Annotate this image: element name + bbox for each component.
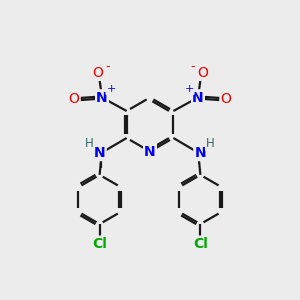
Text: Cl: Cl bbox=[92, 237, 107, 250]
Text: H: H bbox=[85, 137, 94, 150]
Text: O: O bbox=[221, 92, 232, 106]
Text: O: O bbox=[92, 66, 103, 80]
Text: N: N bbox=[94, 146, 105, 160]
Text: +: + bbox=[106, 84, 116, 94]
Text: H: H bbox=[85, 137, 94, 150]
Text: -: - bbox=[190, 60, 195, 73]
Text: N: N bbox=[195, 146, 206, 160]
Text: -: - bbox=[190, 60, 195, 73]
Text: O: O bbox=[221, 92, 232, 106]
Text: N: N bbox=[192, 91, 204, 104]
Text: +: + bbox=[106, 84, 116, 94]
Text: N: N bbox=[144, 145, 156, 158]
Text: Cl: Cl bbox=[193, 237, 208, 250]
Text: O: O bbox=[197, 66, 208, 80]
Text: H: H bbox=[206, 137, 215, 150]
Text: H: H bbox=[206, 137, 215, 150]
Text: N: N bbox=[195, 146, 206, 160]
Text: -: - bbox=[105, 60, 110, 73]
Text: N: N bbox=[96, 91, 108, 104]
Text: +: + bbox=[184, 84, 194, 94]
Text: -: - bbox=[105, 60, 110, 73]
Text: O: O bbox=[68, 92, 79, 106]
Text: O: O bbox=[197, 66, 208, 80]
Text: O: O bbox=[92, 66, 103, 80]
Text: +: + bbox=[184, 84, 194, 94]
Text: N: N bbox=[192, 91, 204, 104]
Text: O: O bbox=[68, 92, 79, 106]
Text: N: N bbox=[94, 146, 105, 160]
Text: N: N bbox=[96, 91, 108, 104]
Text: N: N bbox=[144, 145, 156, 158]
